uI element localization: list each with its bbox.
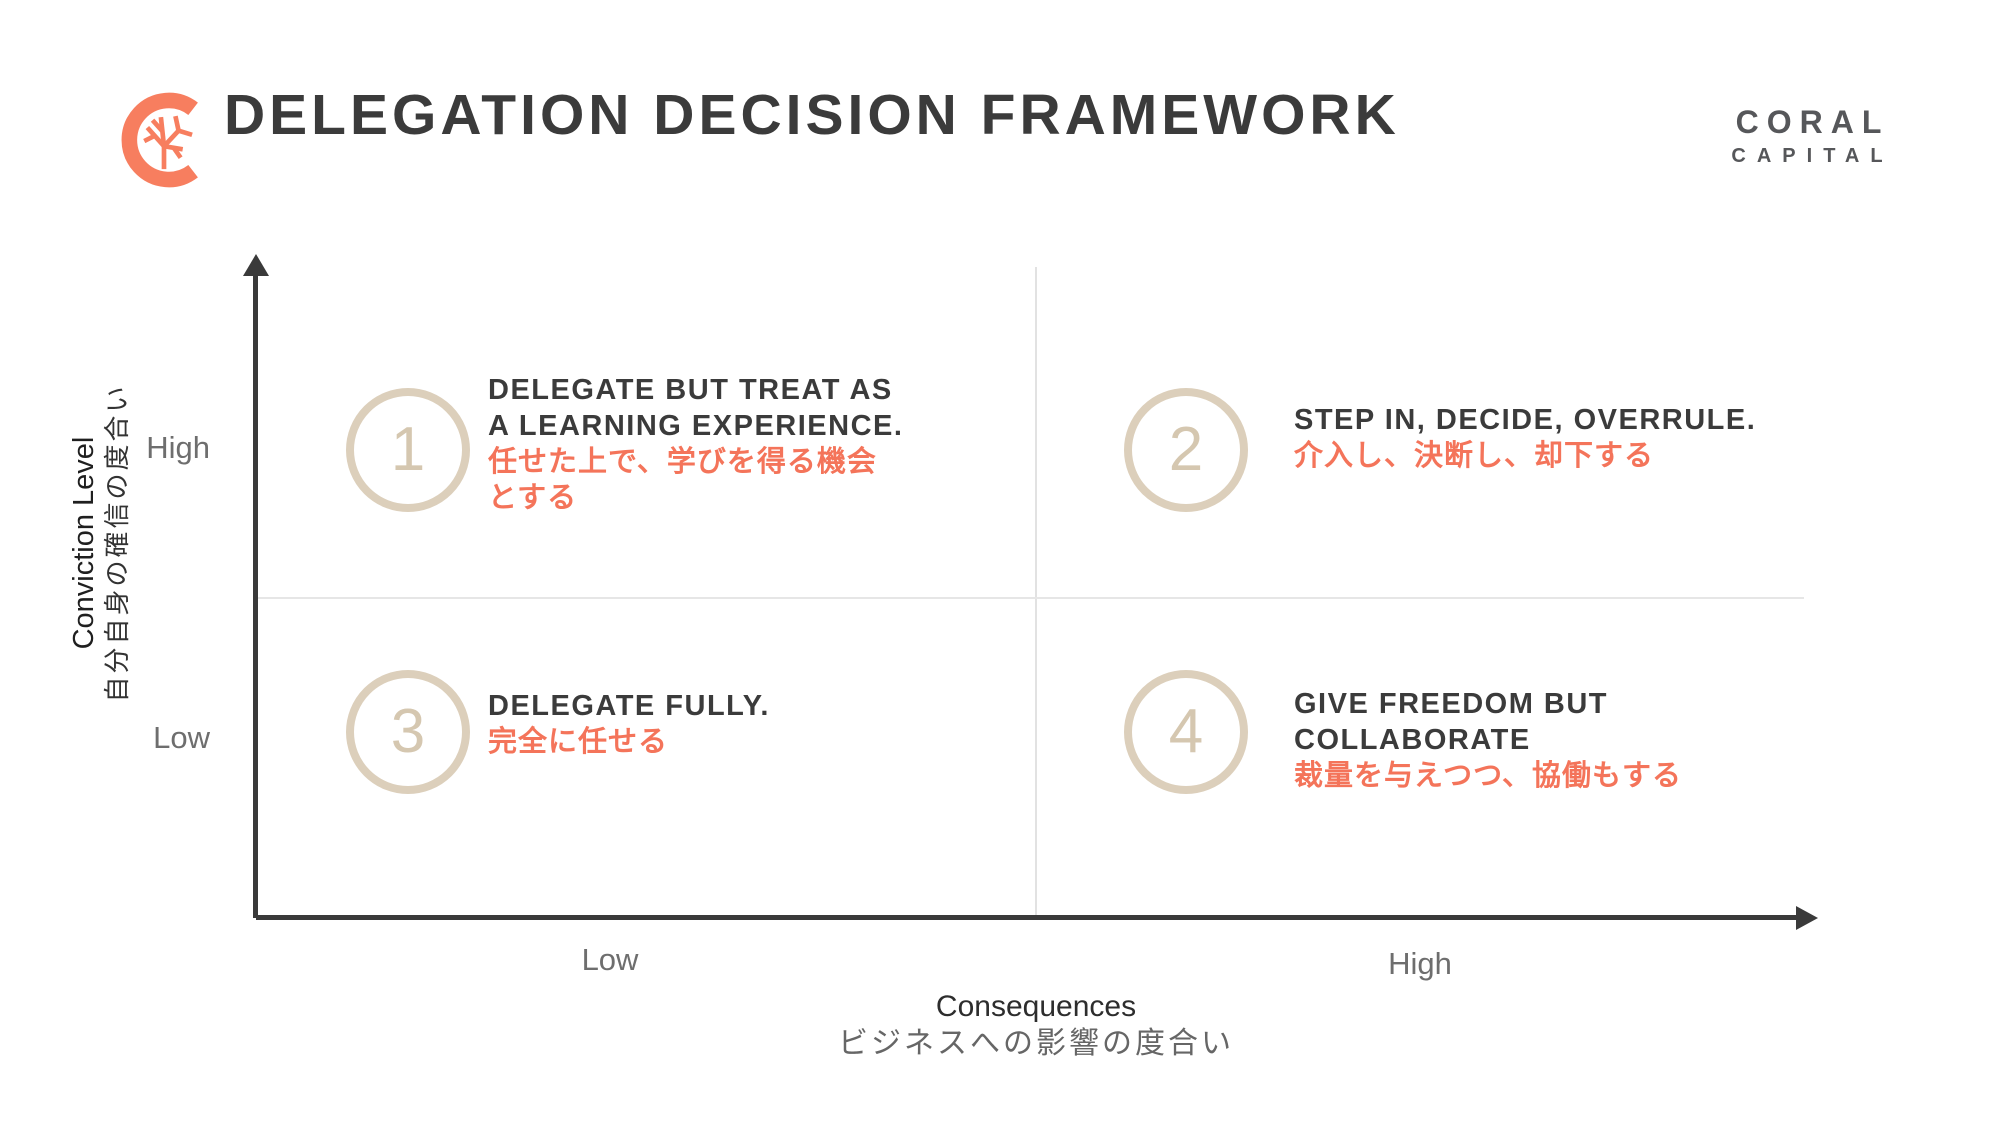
quadrant-3-title-en: DELEGATE FULLY. — [488, 690, 770, 722]
x-tick-low: Low — [581, 942, 639, 977]
quadrant-4-text: GIVE FREEDOM BUT COLLABORATE 裁量を与えつつ、協働も… — [1294, 686, 1814, 794]
x-axis-line — [256, 915, 1798, 920]
quadrant-divider-horizontal — [258, 597, 1804, 599]
quadrant-divider-vertical — [1035, 267, 1037, 915]
quadrant-2-text: STEP IN, DECIDE, OVERRULE. 介入し、決断し、却下する — [1294, 402, 1814, 474]
x-axis-arrow-icon — [1796, 906, 1818, 930]
x-tick-high: High — [1388, 946, 1452, 981]
quadrant-4-number-badge: 4 — [1124, 670, 1248, 794]
quadrant-3-number-badge: 3 — [346, 670, 470, 794]
y-axis-label-ja: 自分自身の確信の度合い — [102, 383, 132, 703]
y-tick-low: Low — [153, 720, 210, 755]
quadrant-4-title-en: GIVE FREEDOM BUT COLLABORATE — [1294, 688, 1609, 756]
quadrant-2-number: 2 — [1168, 415, 1204, 484]
quadrant-4-number: 4 — [1168, 697, 1204, 766]
quadrant-1-number: 1 — [390, 415, 426, 484]
page-title: DELEGATION DECISION FRAMEWORK — [224, 83, 1400, 147]
x-axis-label-en: Consequences — [935, 990, 1137, 1023]
y-axis-label-en: Conviction Level — [68, 436, 100, 650]
brand-name-bottom: CAPITAL — [1731, 145, 1894, 167]
quadrant-1-title-ja: 任せた上で、学びを得る機会 とする — [488, 446, 877, 514]
quadrant-1-text: DELEGATE BUT TREAT AS A LEARNING EXPERIE… — [488, 372, 1008, 516]
quadrant-2-number-badge: 2 — [1124, 388, 1248, 512]
brand-wordmark: CORAL CAPITAL — [1725, 105, 1900, 169]
quadrant-2-title-ja: 介入し、決断し、却下する — [1294, 440, 1655, 472]
quadrant-1-number-badge: 1 — [346, 388, 470, 512]
quadrant-3-title-ja: 完全に任せる — [488, 726, 669, 758]
quadrant-3-number: 3 — [390, 697, 426, 766]
y-axis-line — [253, 270, 258, 918]
quadrant-1-title-en: DELEGATE BUT TREAT AS A LEARNING EXPERIE… — [488, 374, 904, 442]
brand-name-top: CORAL — [1735, 104, 1890, 140]
x-axis-label: Consequences ビジネスへの影響の度合い — [786, 988, 1286, 1063]
quadrant-4-title-ja: 裁量を与えつつ、協働もする — [1294, 760, 1682, 792]
coral-capital-logo-icon — [112, 88, 216, 192]
quadrant-2-title-en: STEP IN, DECIDE, OVERRULE. — [1294, 404, 1757, 436]
y-tick-high: High — [146, 430, 210, 465]
quadrant-3-text: DELEGATE FULLY. 完全に任せる — [488, 688, 1008, 760]
y-axis-label: Conviction Level 自分自身の確信の度合い — [68, 323, 134, 763]
x-axis-label-ja: ビジネスへの影響の度合い — [838, 1027, 1234, 1060]
y-axis-arrow-icon — [243, 254, 269, 276]
